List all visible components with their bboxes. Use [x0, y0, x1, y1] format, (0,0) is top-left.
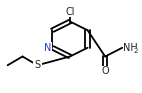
Text: O: O: [101, 66, 109, 76]
Text: N: N: [44, 43, 51, 53]
Text: NH: NH: [123, 43, 138, 53]
Text: Cl: Cl: [65, 7, 75, 17]
Text: S: S: [34, 60, 40, 70]
Text: 2: 2: [133, 48, 138, 54]
